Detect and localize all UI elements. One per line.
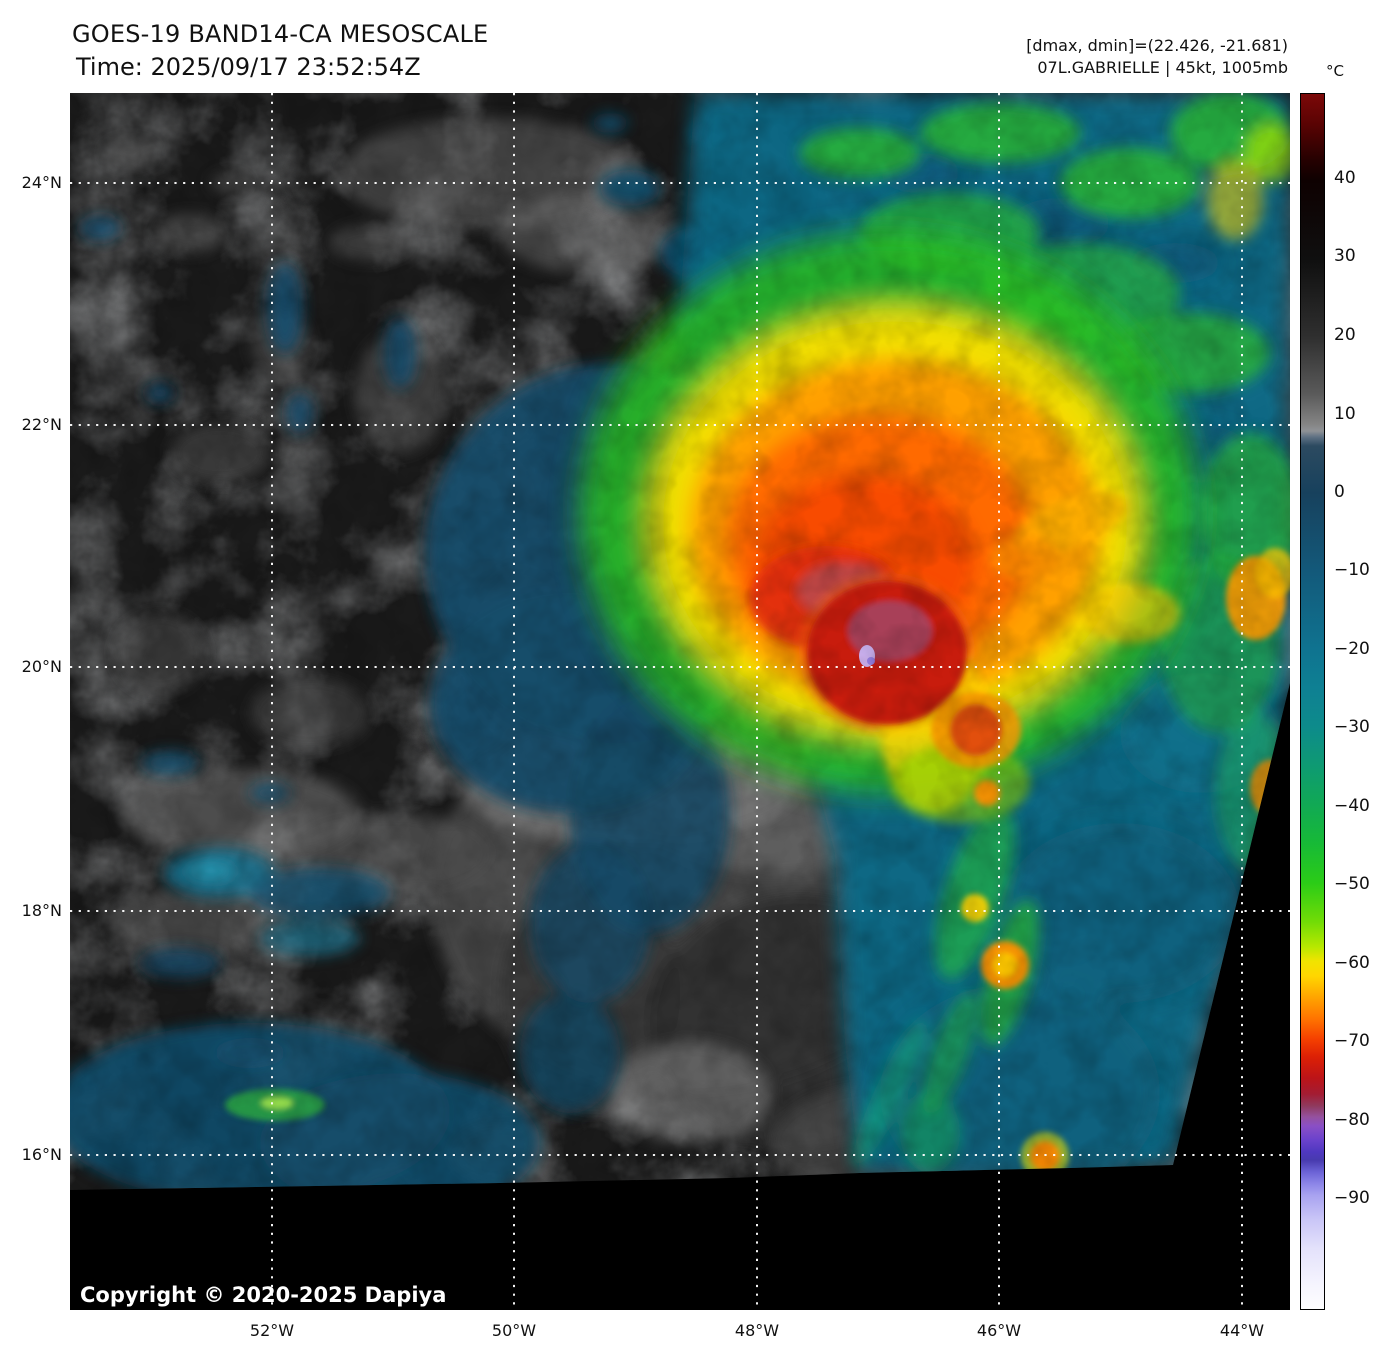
colorbar-unit-label: °C — [1326, 62, 1344, 80]
cbar-tick-0: 0 — [1334, 482, 1345, 502]
timestamp-label: Time: 2025/09/17 23:52:54Z — [76, 53, 421, 81]
satellite-scan-area — [70, 93, 1290, 1190]
cbar-tick-m70: −70 — [1334, 1031, 1370, 1051]
cbar-tick-10: 10 — [1334, 404, 1356, 424]
dmax-dmin-readout: [dmax, dmin]=(22.426, -21.681) — [1026, 36, 1288, 55]
lon-tick-48w: 48°W — [734, 1321, 780, 1340]
cbar-tick-m30: −30 — [1334, 717, 1370, 737]
page-title: GOES-19 BAND14-CA MESOSCALE — [72, 20, 489, 48]
pixel-grain-texture — [70, 93, 1290, 1190]
cbar-tick-m80: −80 — [1334, 1110, 1370, 1130]
cbar-tick-30: 30 — [1334, 246, 1356, 266]
cbar-tick-20: 20 — [1334, 325, 1356, 345]
lat-tick-22n: 22°N — [21, 415, 62, 434]
lat-tick-16n: 16°N — [21, 1145, 62, 1164]
cbar-tick-m40: −40 — [1334, 796, 1370, 816]
cbar-tick-40: 40 — [1334, 168, 1356, 188]
lon-tick-50w: 50°W — [491, 1321, 537, 1340]
cbar-tick-m50: −50 — [1334, 874, 1370, 894]
cbar-tick-m10: −10 — [1334, 560, 1370, 580]
grid-lines — [70, 93, 1290, 1310]
lon-tick-46w: 46°W — [976, 1321, 1022, 1340]
lat-tick-18n: 18°N — [21, 901, 62, 920]
satellite-image: Copyright © 2020-2025 Dapiya — [70, 93, 1290, 1310]
lat-tick-20n: 20°N — [21, 657, 62, 676]
temperature-colorbar — [1300, 93, 1325, 1310]
lon-tick-52w: 52°W — [249, 1321, 295, 1340]
lon-tick-44w: 44°W — [1219, 1321, 1265, 1340]
lat-tick-24n: 24°N — [21, 173, 62, 192]
map-panel: Copyright © 2020-2025 Dapiya — [70, 93, 1290, 1310]
storm-info-label: 07L.GABRIELLE | 45kt, 1005mb — [1037, 58, 1288, 77]
cbar-tick-m60: −60 — [1334, 953, 1370, 973]
copyright-label: Copyright © 2020-2025 Dapiya — [80, 1283, 446, 1307]
cbar-tick-m20: −20 — [1334, 639, 1370, 659]
cbar-tick-m90: −90 — [1334, 1188, 1370, 1208]
